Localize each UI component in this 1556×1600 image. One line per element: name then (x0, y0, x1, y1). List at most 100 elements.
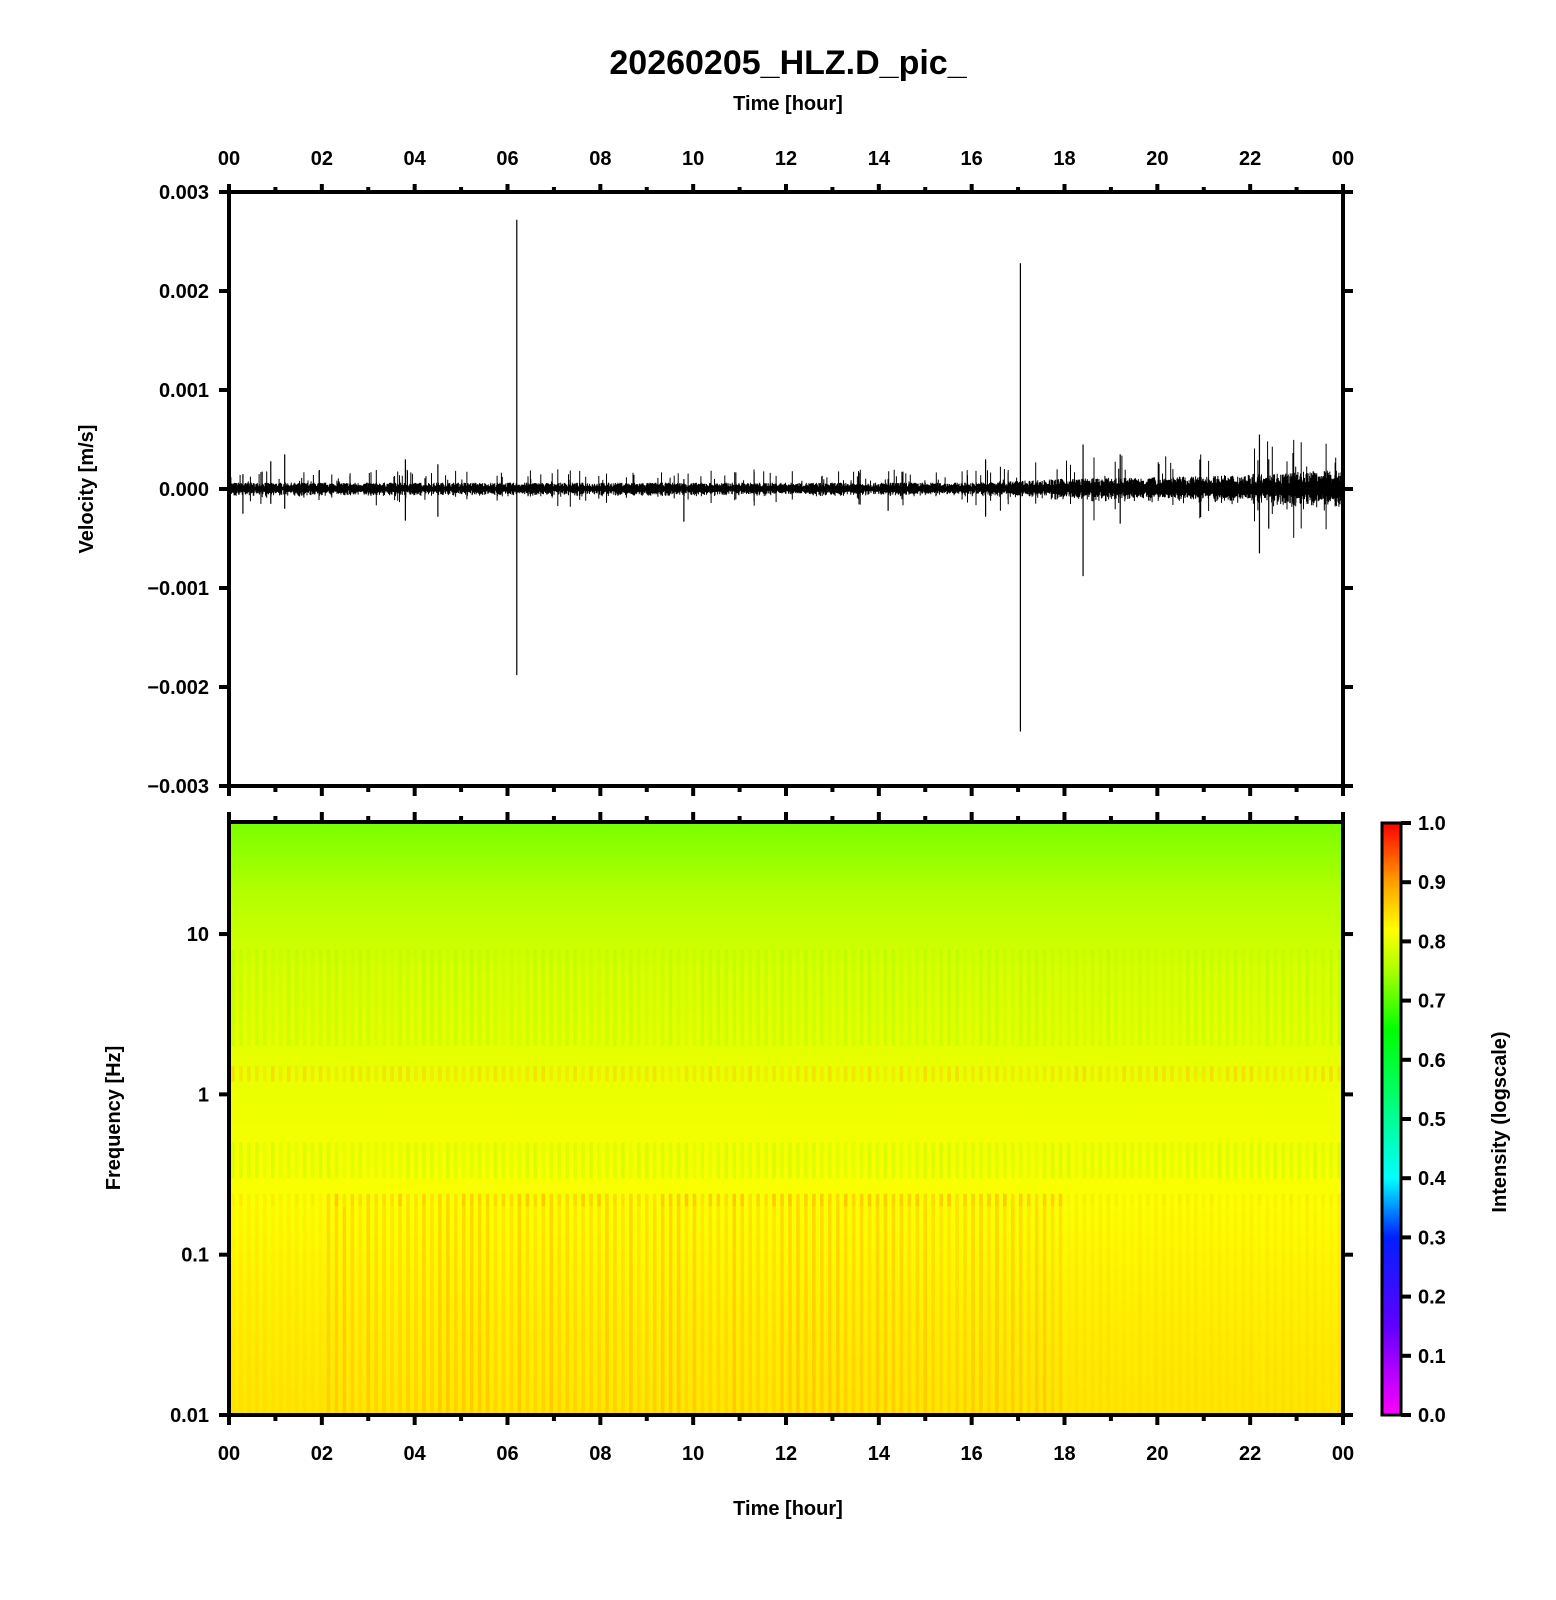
spectrogram-stripe (812, 1193, 816, 1207)
spectrogram-stripe (796, 1066, 800, 1082)
spectrogram-stripe (1281, 1142, 1286, 1179)
spectrogram-stripe (493, 949, 498, 1047)
spectrogram-stripe (270, 949, 275, 1047)
spectrogram-stripe (239, 1142, 243, 1179)
spectrogram-stripe (374, 1206, 379, 1415)
spectrogram-stripe (326, 1066, 331, 1082)
spectrogram-stripe (700, 1142, 705, 1179)
spectrogram-stripe (772, 1066, 776, 1082)
waveform-frame (227, 190, 1345, 788)
spectrogram-stripe (270, 1066, 275, 1082)
spectrogram-stripe (231, 1142, 235, 1179)
spectrogram-stripe (430, 1193, 434, 1207)
spectrogram-stripe (1313, 1142, 1317, 1179)
spectrogram-stripe (565, 1142, 569, 1179)
spectrogram-stripe (1162, 1142, 1166, 1179)
spectrogram-stripe (1249, 1142, 1254, 1179)
spectrogram-stripe (231, 1066, 235, 1082)
spectrogram-stripe (453, 1142, 458, 1179)
spectrogram-stripe (875, 1142, 880, 1179)
chart-title: 20260205_HLZ.D_pic_ (609, 44, 967, 82)
spectrogram-stripe (867, 1066, 872, 1082)
spectrogram-stripe (263, 1193, 267, 1207)
colorbar-tick-label: 0.4 (1418, 1168, 1447, 1190)
spectrogram-stripe (533, 1206, 538, 1415)
spectrogram-stripe (509, 1142, 514, 1179)
spectrogram-stripe (1162, 1066, 1166, 1082)
spectrogram-stripe (390, 1142, 394, 1179)
spectrogram-stripe (247, 1206, 251, 1415)
spectrogram-stripe (1106, 1193, 1111, 1207)
spectrogram-stripe (621, 1066, 625, 1082)
spectrogram-stripe (1018, 1142, 1023, 1179)
spectrogram-stripe (581, 1066, 585, 1082)
spectrogram-stripe (1225, 1206, 1230, 1415)
spectrogram-stripe (517, 1193, 522, 1207)
spectrogram-stripe (1217, 1206, 1222, 1415)
spectrogram-stripe (310, 949, 315, 1047)
spectrogram-stripe (461, 1193, 466, 1207)
spectrogram-stripe (1241, 949, 1246, 1047)
spectrogram-stripe (851, 949, 856, 1047)
spectrogram-stripe (597, 1066, 601, 1082)
spectrogram-stripe (756, 949, 760, 1047)
spectrogram-stripe (461, 1142, 466, 1179)
spectrogram-stripe (1018, 1193, 1023, 1207)
spectrogram-stripe (788, 1142, 792, 1179)
spec-y-tick-label: 0.01 (170, 1405, 209, 1427)
spectrogram-stripe (1217, 949, 1222, 1047)
spec-y-tick-label: 10 (187, 924, 209, 946)
spectrogram-stripe (278, 1206, 283, 1415)
spectrogram-stripe (1154, 949, 1158, 1047)
spectrogram-stripe (899, 949, 904, 1047)
spectrogram-stripe (1018, 1066, 1023, 1082)
spectrogram-stripe (820, 1066, 824, 1082)
spectrogram-stripe (1082, 1206, 1087, 1415)
spectrogram-stripe (1337, 1193, 1341, 1207)
spectrogram-stripe (1090, 1206, 1095, 1415)
spectrogram-stripe (422, 1066, 426, 1082)
spectrogram-stripe (1162, 1193, 1166, 1207)
spectrogram-stripe (660, 1142, 665, 1179)
spectrogram-stripe (1146, 1066, 1150, 1082)
spectrogram-stripe (756, 1066, 760, 1082)
colorbar-tick-label: 0.9 (1418, 872, 1446, 894)
spectrogram-stripe (907, 949, 912, 1047)
spectrogram-stripe (485, 1206, 490, 1415)
spectrogram-stripe (827, 1206, 832, 1415)
spectrogram-stripe (1217, 1142, 1222, 1179)
spectrogram-stripe (899, 1206, 904, 1415)
spectrogram-stripe (286, 1206, 291, 1415)
spectrogram-stripe (294, 1142, 299, 1179)
spectrogram-stripe (501, 1142, 506, 1179)
spectrogram-stripe (1178, 949, 1182, 1047)
spec-x-tick-label: 20 (1146, 1443, 1168, 1465)
spectrogram-stripe (1241, 1193, 1246, 1207)
spectrogram-stripe (1066, 1206, 1071, 1415)
spectrogram-stripe (613, 1142, 617, 1179)
spectrogram-stripe (629, 1142, 633, 1179)
y-tick-label: −0.002 (147, 677, 209, 699)
spectrogram-stripe (469, 1142, 474, 1179)
y-tick-label: −0.001 (147, 578, 209, 600)
spectrogram-stripe (636, 1066, 641, 1082)
spectrogram-stripe (684, 1206, 689, 1415)
spectrogram-stripe (987, 1193, 991, 1207)
spectrogram-stripe (1249, 1193, 1254, 1207)
spectrogram-stripe (1003, 1206, 1007, 1415)
spectrogram-stripe (1138, 949, 1142, 1047)
spectrogram-stripe (605, 1206, 609, 1415)
spectrogram-stripe (995, 1066, 999, 1082)
spectrogram-stripe (652, 1206, 657, 1415)
spectrogram-stripe (1098, 1142, 1103, 1179)
spectrogram-stripe (1265, 1193, 1270, 1207)
spectrogram-stripe (947, 1066, 951, 1082)
spec-y-tick-label: 1 (198, 1084, 209, 1106)
spectrogram-stripe (1058, 1193, 1063, 1207)
spectrogram-stripe (1082, 1142, 1087, 1179)
spectrogram-stripe (255, 1193, 259, 1207)
spectrogram-stripe (1090, 1142, 1095, 1179)
spectrogram-stripe (724, 1142, 729, 1179)
spectrogram-stripe (414, 1142, 418, 1179)
spectrogram-stripe (398, 949, 402, 1047)
